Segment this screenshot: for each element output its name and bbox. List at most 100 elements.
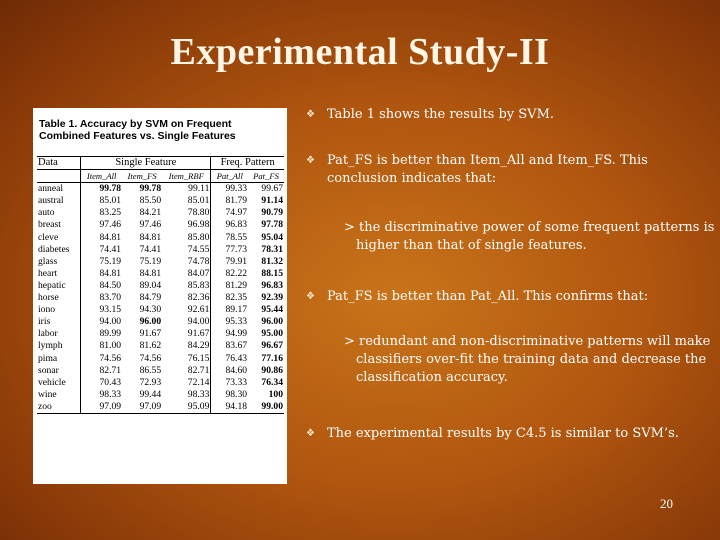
accuracy-cell: 93.15 [80,304,123,317]
accuracy-cell: 83.70 [80,292,123,305]
dataset-name-cell: austral [38,195,64,207]
accuracy-cell: 95.09 [162,400,211,414]
diamond-bullet-icon: ❖ [306,428,315,439]
accuracy-cell: 92.61 [187,304,210,316]
accuracy-cell: 74.78 [187,255,210,267]
header-data: Data [37,155,81,171]
table-row: iris 94.00 96.00 94.00 95.33 96.00 [37,316,284,329]
accuracy-cell: 96.83 [261,279,283,291]
accuracy-cell: 82.36 [187,292,210,304]
accuracy-cell: 81.29 [210,279,249,293]
accuracy-cell: 92.39 [261,292,283,304]
accuracy-cell: 94.00 [80,316,123,329]
accuracy-cell: 99.78 [139,183,162,195]
accuracy-cell: 76.43 [210,352,249,365]
accuracy-cell: 97.78 [261,219,283,231]
dataset-name-cell: vehicle [38,376,66,388]
accuracy-cell: 100 [268,388,283,400]
accuracy-cell: 90.79 [261,207,283,219]
results-table-figure: Table 1. Accuracy by SVM on Frequent Com… [33,108,287,484]
accuracy-cell: 89.99 [80,328,123,341]
dataset-name-cell: auto [38,207,55,219]
table-row: sonar 82.71 86.55 82.71 84.60 90.86 [37,364,284,377]
table-row: vehicle 70.43 72.93 72.14 73.33 76.34 [37,376,284,389]
accuracy-cell: 74.56 [80,352,123,365]
dataset-name-cell: labor [38,328,58,340]
accuracy-cell: 78.80 [187,207,210,219]
accuracy-cell: 99.67 [261,183,283,195]
accuracy-cell: 84.81 [139,231,162,243]
bullet-4-text: The experimental results by C4.5 is simi… [327,426,679,441]
dataset-name-cell: lymph [38,340,63,352]
accuracy-cell: 81.00 [80,340,123,353]
accuracy-cell: 84.21 [139,207,162,219]
accuracy-cell: 85.01 [80,195,123,208]
accuracy-cell: 83.67 [210,340,249,353]
dataset-name-cell: anneal [38,183,64,195]
accuracy-cell: 99.33 [210,182,249,196]
diamond-bullet-icon: ❖ [306,291,315,302]
dataset-name-cell: horse [38,292,59,304]
accuracy-cell: 74.56 [139,352,162,364]
accuracy-cell: 85.01 [187,195,210,207]
accuracy-cell: 74.55 [187,243,210,255]
accuracy-cell: 84.07 [187,267,210,279]
accuracy-cell: 97.46 [80,219,123,232]
accuracy-cell: 76.34 [261,376,283,388]
subheader-item-rbf: Item_RBF [162,169,211,184]
accuracy-cell: 94.00 [187,316,210,328]
table-row: iono 93.15 94.30 92.61 89.17 95.44 [37,304,284,317]
accuracy-cell: 78.31 [261,243,283,255]
header-single-feature: Single Feature [80,155,211,171]
accuracy-cell: 84.79 [139,292,162,304]
accuracy-cell: 97.46 [139,219,162,231]
accuracy-cell: 91.14 [261,195,283,207]
accuracy-cell: 96.67 [261,340,283,352]
accuracy-cell: 84.60 [210,364,249,377]
subheader-item-fs: Item_FS [122,169,163,184]
accuracy-cell: 84.81 [80,267,123,280]
accuracy-cell: 86.55 [139,364,162,376]
dataset-name-cell: wine [38,388,57,400]
table-row: pima 74.56 74.56 76.15 76.43 77.16 [37,352,284,365]
accuracy-cell: 82.71 [80,364,123,377]
accuracy-cell: 91.67 [139,328,162,340]
bullet-3-subpoint: > redundant and non-discriminative patte… [344,334,711,385]
accuracy-cell: 96.00 [261,316,283,328]
accuracy-cell: 97.09 [122,400,163,414]
accuracy-cell: 94.18 [210,400,249,414]
accuracy-cell: 72.14 [187,376,210,388]
accuracy-cell: 84.29 [187,340,210,352]
accuracy-cell: 76.15 [187,352,210,364]
header-freq-pattern: Freq. Pattern [210,155,284,171]
page-number: 20 [660,496,673,511]
table-row: horse 83.70 84.79 82.36 82.35 92.39 [37,292,284,305]
dataset-name-cell: zoo [37,400,81,414]
accuracy-cell: 85.83 [187,279,210,291]
bullet-3-text: Pat_FS is better than Pat_All. This conf… [327,289,649,304]
accuracy-cell: 85.50 [139,195,162,207]
accuracy-cell: 99.00 [248,400,284,414]
accuracy-cell: 94.99 [210,328,249,341]
table-row: hepatic 84.50 89.04 85.83 81.29 96.83 [37,279,284,293]
accuracy-cell: 95.00 [261,328,283,340]
accuracy-cell: 77.73 [210,243,249,256]
table-row: glass 75.19 75.19 74.78 79.91 81.32 [37,255,284,268]
results-table: Data Single Feature Freq. Pattern Item_A… [37,155,284,414]
dataset-name-cell: cleve [38,231,59,243]
accuracy-cell: 98.30 [210,388,249,401]
accuracy-cell: 74.97 [210,207,249,220]
accuracy-cell: 84.50 [80,279,123,293]
accuracy-cell: 81.62 [139,340,162,352]
accuracy-cell: 79.91 [210,255,249,268]
accuracy-cell: 99.78 [80,182,123,196]
accuracy-cell: 81.32 [261,255,283,267]
table-row: labor 89.99 91.67 91.67 94.99 95.00 [37,328,284,341]
accuracy-cell: 73.33 [210,376,249,389]
table-row: heart 84.81 84.81 84.07 82.22 88.15 [37,267,284,280]
accuracy-cell: 89.04 [139,279,162,291]
bullet-1-text: Table 1 shows the results by SVM. [327,107,555,122]
accuracy-cell: 74.41 [139,243,162,255]
bullet-2-subpoint: > the discriminative power of some frequ… [344,220,715,253]
subheader-empty [37,169,81,184]
